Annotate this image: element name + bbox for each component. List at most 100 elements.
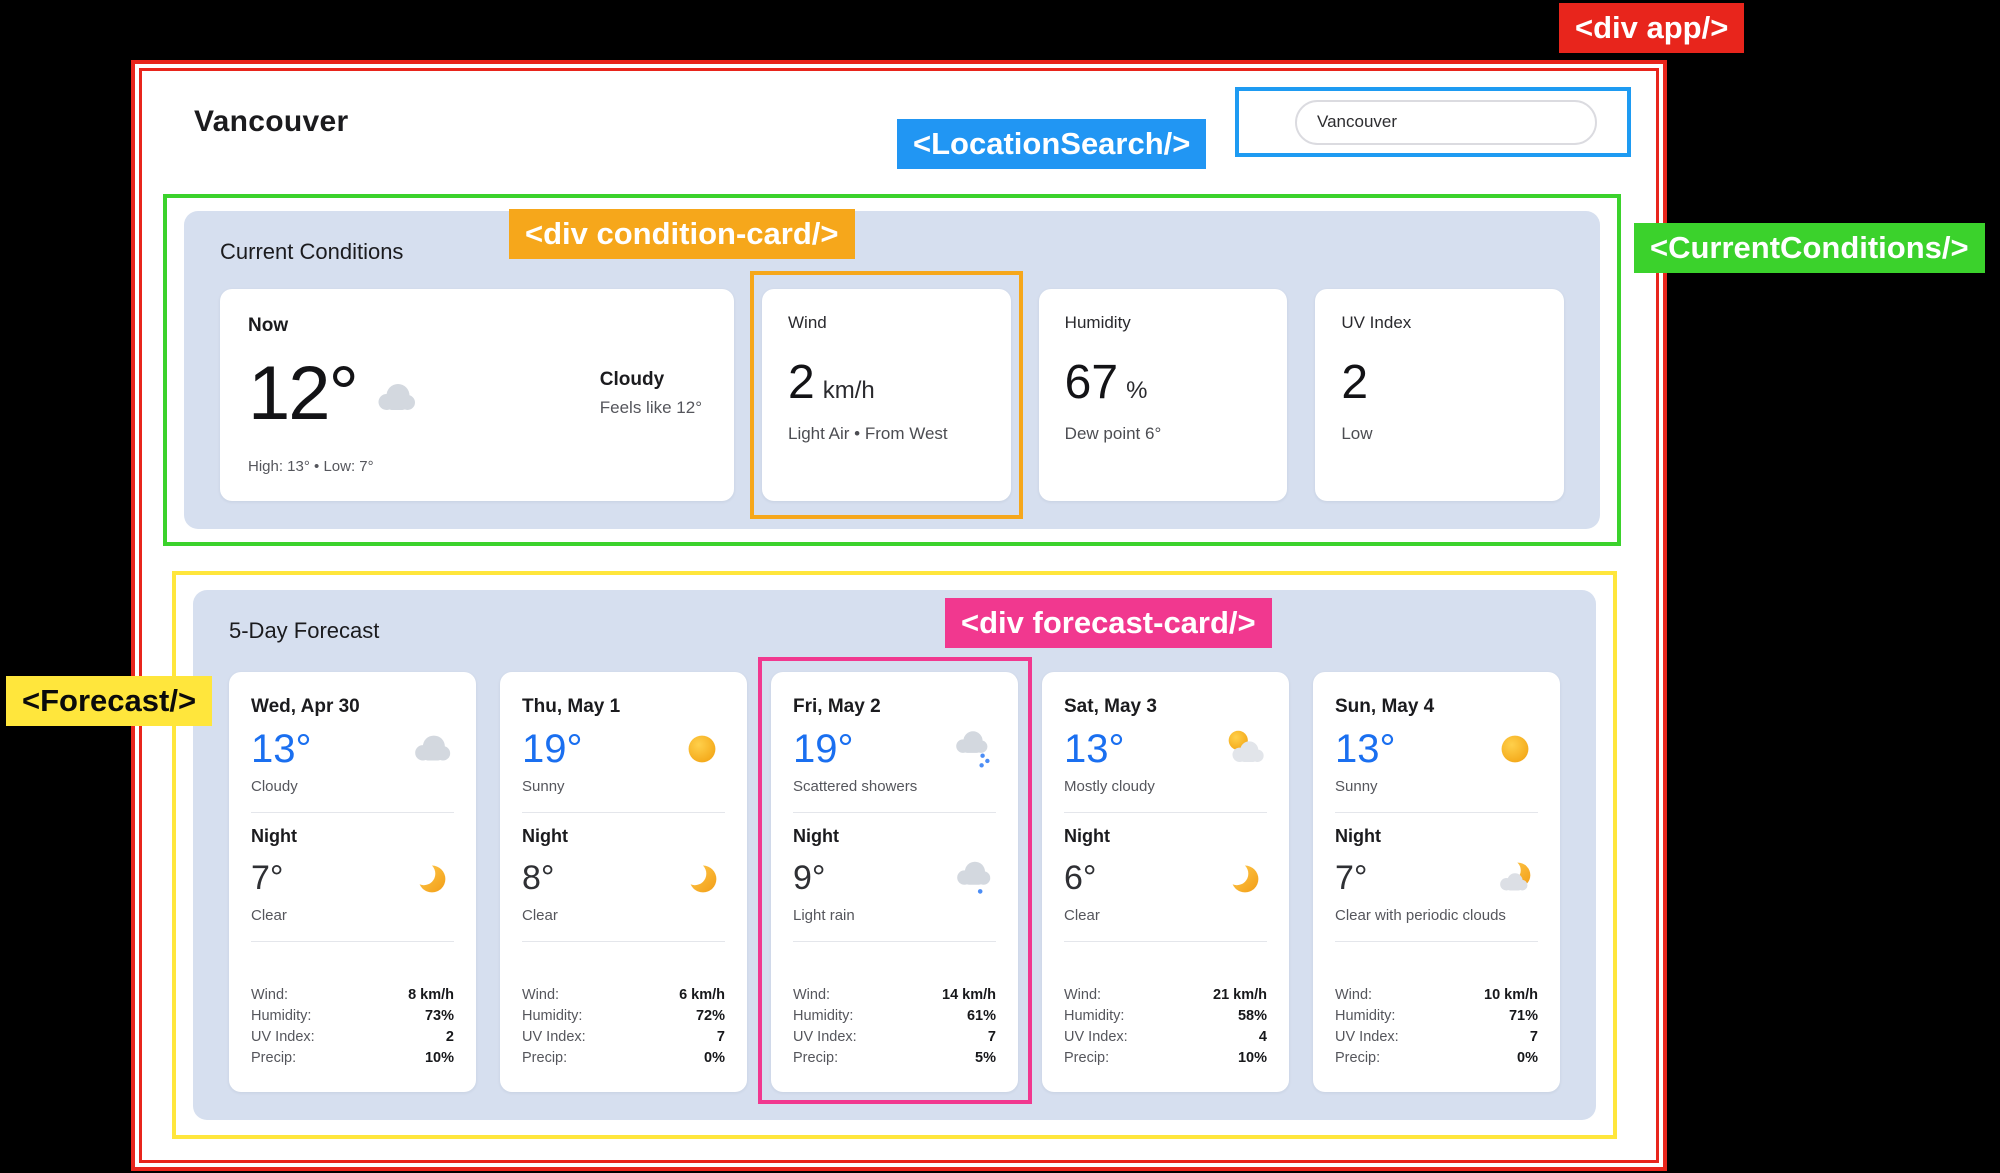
annotation-forecast-outline: 5-Day Forecast Wed, Apr 30 13° Cloudy Ni… <box>172 571 1617 1139</box>
forecast-stats: Wind: 14 km/h Humidity: 61% UV Index: 7 Pre… <box>793 984 996 1068</box>
night-label: Night <box>251 826 297 846</box>
humidity-detail: Dew point 6° <box>1064 424 1162 443</box>
stat-label: Precip: <box>1064 1049 1110 1066</box>
day-temperature: 13° <box>251 726 312 771</box>
stat-row: Wind: 14 km/h <box>793 984 996 1005</box>
now-condition-block: Cloudy Feels like 12° <box>600 369 706 418</box>
annotation-label-location-search: <LocationSearch/> <box>897 119 1207 169</box>
now-main: 12° Cloudy Feels like 12° <box>248 329 706 458</box>
divider <box>1064 812 1267 813</box>
stat-row: UV Index: 2 <box>251 1026 454 1047</box>
annotation-label-app: <div app/> <box>1559 3 1745 53</box>
forecast-heading: 5-Day Forecast <box>229 618 380 643</box>
night-temperature: 8° <box>522 858 555 897</box>
stat-row: UV Index: 7 <box>793 1026 996 1047</box>
day-condition: Mostly cloudy <box>1064 778 1155 795</box>
night-temperature: 9° <box>793 858 826 897</box>
day-temp-row: 19° <box>793 726 996 772</box>
day-temperature: 13° <box>1335 726 1396 771</box>
stat-label: Humidity: <box>1335 1007 1396 1024</box>
forecast-card: Wed, Apr 30 13° Cloudy Night 7° Clear <box>229 672 476 1092</box>
stat-value: 73% <box>424 1007 454 1024</box>
mostly-cloudy-icon <box>1221 726 1267 772</box>
stat-row: Humidity: 72% <box>522 1005 725 1026</box>
stat-value: 0% <box>1517 1049 1538 1066</box>
day-temp-row: 13° <box>1335 726 1538 772</box>
annotation-label-condition-card: <div condition-card/> <box>509 209 855 259</box>
light-rain-night-icon <box>950 855 996 901</box>
clear-night-icon <box>679 855 725 901</box>
night-label: Night <box>1335 826 1381 846</box>
day-temp-row: 13° <box>251 726 454 772</box>
divider <box>793 941 996 942</box>
forecast-date: Sun, May 4 <box>1335 696 1435 717</box>
sunny-icon <box>679 726 725 772</box>
current-temperature: 12° <box>248 351 359 436</box>
divider <box>1335 941 1538 942</box>
forecast-section: 5-Day Forecast Wed, Apr 30 13° Cloudy Ni… <box>193 590 1596 1120</box>
stat-value: 8 km/h <box>408 986 454 1003</box>
stat-label: Wind: <box>251 986 289 1003</box>
current-conditions-heading: Current Conditions <box>220 239 404 264</box>
stat-label: Precip: <box>251 1049 297 1066</box>
night-condition: Clear with periodic clouds <box>1335 907 1506 924</box>
night-label: Night <box>793 826 839 846</box>
day-temperature: 13° <box>1064 726 1125 771</box>
stat-label: Wind: <box>1335 986 1373 1003</box>
stat-row: UV Index: 7 <box>522 1026 725 1047</box>
stat-row: Precip: 0% <box>1335 1047 1538 1068</box>
condition-card-humidity: Humidity 67 % Dew point 6° <box>1038 289 1288 501</box>
stat-label: Humidity: <box>251 1007 312 1024</box>
clear-night-icon <box>1221 855 1267 901</box>
humidity-unit: % <box>1126 377 1148 404</box>
day-temp-row: 19° <box>522 726 725 772</box>
search-input[interactable] <box>1295 99 1597 145</box>
stat-row: Precip: 0% <box>522 1047 725 1068</box>
stat-value: 5% <box>975 1049 996 1066</box>
stat-label: Humidity: <box>522 1007 583 1024</box>
current-cards-row: Now 12° Cloudy Feels like 12° High: 13° … <box>220 271 1565 519</box>
night-condition: Clear <box>1064 907 1100 924</box>
uv-detail: Low <box>1341 424 1373 443</box>
scattered-showers-icon <box>950 726 996 772</box>
stat-label: Wind: <box>522 986 560 1003</box>
annotation-location-search-outline <box>1235 87 1631 157</box>
stat-row: Wind: 8 km/h <box>251 984 454 1005</box>
stat-row: Humidity: 71% <box>1335 1005 1538 1026</box>
stat-label: UV Index: <box>522 1028 586 1045</box>
forecast-card: Fri, May 2 19° Scattered showers Night 9… <box>758 657 1032 1104</box>
forecast-stats: Wind: 6 km/h Humidity: 72% UV Index: 7 Prec… <box>522 984 725 1068</box>
forecast-cards-row: Wed, Apr 30 13° Cloudy Night 7° Clear <box>229 657 1560 1104</box>
stat-value: 72% <box>695 1007 725 1024</box>
stat-value: 7 <box>1529 1028 1538 1045</box>
card-title: Wind <box>788 313 827 332</box>
day-temperature: 19° <box>522 726 583 771</box>
now-label: Now <box>248 315 289 336</box>
stat-label: Humidity: <box>1064 1007 1125 1024</box>
annotation-label-current-conditions: <CurrentConditions/> <box>1634 223 1985 273</box>
divider <box>1064 941 1267 942</box>
card-value-row: 2 km/h <box>788 355 985 410</box>
feels-like: Feels like 12° <box>599 398 702 417</box>
forecast-card: Thu, May 1 19° Sunny Night 8° Clear <box>500 672 747 1092</box>
day-condition: Scattered showers <box>793 778 918 795</box>
stat-label: UV Index: <box>1335 1028 1399 1045</box>
stat-row: Precip: 10% <box>1064 1047 1267 1068</box>
stat-label: Wind: <box>1064 986 1102 1003</box>
day-condition: Sunny <box>1335 778 1378 795</box>
forecast-stats: Wind: 10 km/h Humidity: 71% UV Index: 7 Pre… <box>1335 984 1538 1068</box>
night-temperature: 7° <box>1335 858 1368 897</box>
day-condition: Sunny <box>522 778 565 795</box>
forecast-card: Sun, May 4 13° Sunny Night 7° Clear with <box>1313 672 1560 1092</box>
stat-value: 14 km/h <box>942 986 996 1003</box>
stat-row: Wind: 10 km/h <box>1335 984 1538 1005</box>
stat-label: UV Index: <box>793 1028 857 1045</box>
stat-value: 21 km/h <box>1213 986 1267 1003</box>
stat-value: 58% <box>1237 1007 1267 1024</box>
stat-label: UV Index: <box>1064 1028 1128 1045</box>
sunny-icon <box>1492 726 1538 772</box>
stat-row: Precip: 5% <box>793 1047 996 1068</box>
moon-clouds-icon <box>1492 855 1538 901</box>
night-temp-row: 6° <box>1064 855 1267 901</box>
night-temperature: 6° <box>1064 858 1097 897</box>
